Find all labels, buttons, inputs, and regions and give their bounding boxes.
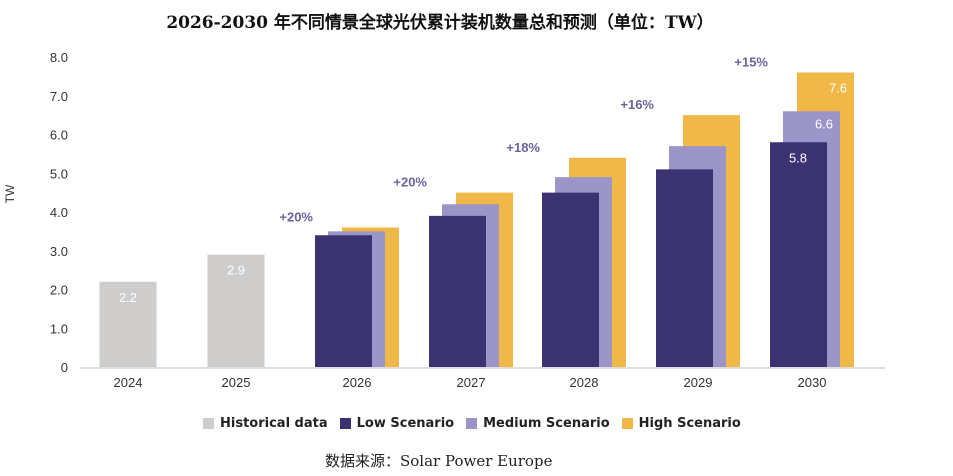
- y-tick-label: 7.0: [50, 89, 68, 104]
- bar-low: [542, 192, 599, 367]
- y-tick-label: 4.0: [50, 205, 68, 220]
- x-tick-label: 2026: [343, 375, 372, 390]
- data-label-high: 7.6: [829, 81, 847, 96]
- data-label-historical: 2.2: [119, 290, 137, 305]
- x-tick-label: 2024: [114, 375, 143, 390]
- y-tick-label: 3.0: [50, 244, 68, 259]
- bar-low: [429, 215, 486, 367]
- legend-item-medium: Medium Scenario: [466, 416, 610, 431]
- data-label-low: 5.8: [789, 150, 807, 165]
- growth-annotation: +18%: [506, 140, 540, 155]
- bar-chart: TW 0 1.0 2.0 3.0 4.0 5.0 6.0 7.0 8.0 2024 2025 2026 2…: [3, 50, 885, 390]
- y-tick-label: 6.0: [50, 128, 68, 143]
- x-tick-label: 2027: [457, 375, 486, 390]
- legend-label-low: Low Scenario: [356, 416, 455, 431]
- chart-legend: Historical data Low Scenario Medium Scen…: [203, 416, 753, 431]
- legend-item-low: Low Scenario: [339, 416, 455, 431]
- legend-label-medium: Medium Scenario: [483, 416, 610, 431]
- growth-annotation: +16%: [620, 97, 654, 112]
- y-tick-label: 5.0: [50, 166, 68, 181]
- y-axis-title: TW: [3, 184, 17, 203]
- legend-label-historical: Historical data: [220, 416, 328, 431]
- y-tick-label: 1.0: [50, 321, 68, 336]
- page-title: 2026-2030 年不同情景全球光伏累计装机数量总和预测（单位：TW）: [166, 13, 714, 33]
- data-label-medium: 6.6: [815, 116, 833, 131]
- x-tick-label: 2029: [684, 375, 713, 390]
- x-tick-label: 2025: [222, 375, 251, 390]
- y-tick-label: 2.0: [50, 283, 68, 298]
- legend-item-high: High Scenario: [621, 416, 741, 431]
- x-tick-label: 2030: [798, 375, 827, 390]
- bar-low: [656, 169, 713, 367]
- bar-historical: [207, 254, 265, 367]
- x-tick-label: 2028: [570, 375, 599, 390]
- y-tick-label: 0: [61, 360, 68, 375]
- legend-swatch-historical: [203, 418, 214, 429]
- bar-historical: [99, 281, 157, 367]
- source-note: 数据来源：Solar Power Europe: [325, 452, 553, 470]
- data-label-historical: 2.9: [227, 263, 245, 278]
- y-tick-label: 8.0: [50, 50, 68, 65]
- legend-swatch-medium: [466, 418, 478, 429]
- growth-annotation: +20%: [279, 210, 313, 225]
- legend-item-historical: Historical data: [203, 416, 328, 431]
- bar-low: [770, 142, 827, 367]
- growth-annotation: +20%: [393, 175, 427, 190]
- legend-swatch-high: [621, 418, 633, 429]
- legend-swatch-low: [339, 418, 351, 429]
- bar-low: [315, 235, 372, 367]
- growth-annotation: +15%: [734, 55, 768, 70]
- legend-label-high: High Scenario: [638, 416, 741, 431]
